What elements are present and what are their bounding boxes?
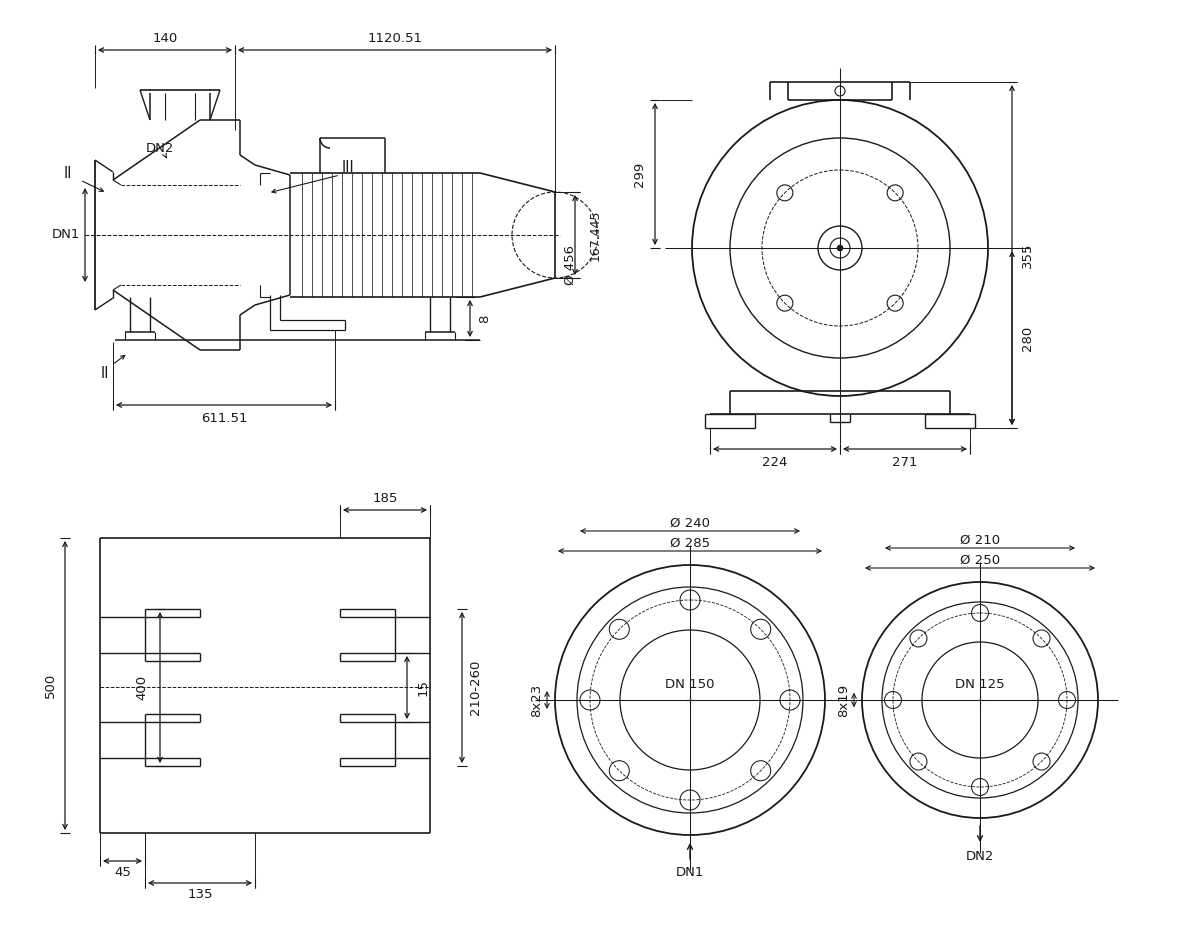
Text: DN2: DN2 [146,142,174,155]
Text: Ø 285: Ø 285 [670,536,710,549]
Text: II: II [101,366,109,381]
Text: 135: 135 [187,888,212,901]
Text: 611.51: 611.51 [200,412,247,425]
Text: III: III [342,160,354,176]
Text: Ø 250: Ø 250 [960,554,1000,566]
Text: DN1: DN1 [52,228,80,241]
Text: 8: 8 [479,315,492,323]
Text: 400: 400 [136,675,149,700]
Text: Ø 240: Ø 240 [670,517,710,530]
Text: DN 150: DN 150 [665,679,715,692]
Text: 8x19: 8x19 [838,683,851,717]
Text: Ø 456: Ø 456 [564,245,576,285]
Text: 299: 299 [634,161,647,186]
Text: 8x23: 8x23 [530,683,544,717]
Text: 500: 500 [43,673,56,698]
Text: 15: 15 [416,679,430,696]
Text: 185: 185 [372,492,397,505]
Text: 210-260: 210-260 [469,660,482,715]
Text: II: II [64,166,72,181]
Text: 1120.51: 1120.51 [367,32,422,45]
Text: 167.445: 167.445 [588,209,601,261]
Text: 355: 355 [1020,242,1033,268]
Text: DN2: DN2 [966,849,994,862]
Text: DN1: DN1 [676,867,704,880]
Text: 224: 224 [762,455,787,468]
Circle shape [838,245,842,251]
Text: 140: 140 [152,32,178,45]
Text: 271: 271 [893,455,918,468]
Text: DN 125: DN 125 [955,679,1004,692]
Text: Ø 210: Ø 210 [960,533,1000,546]
Text: 280: 280 [1020,325,1033,351]
Text: 45: 45 [114,867,131,880]
